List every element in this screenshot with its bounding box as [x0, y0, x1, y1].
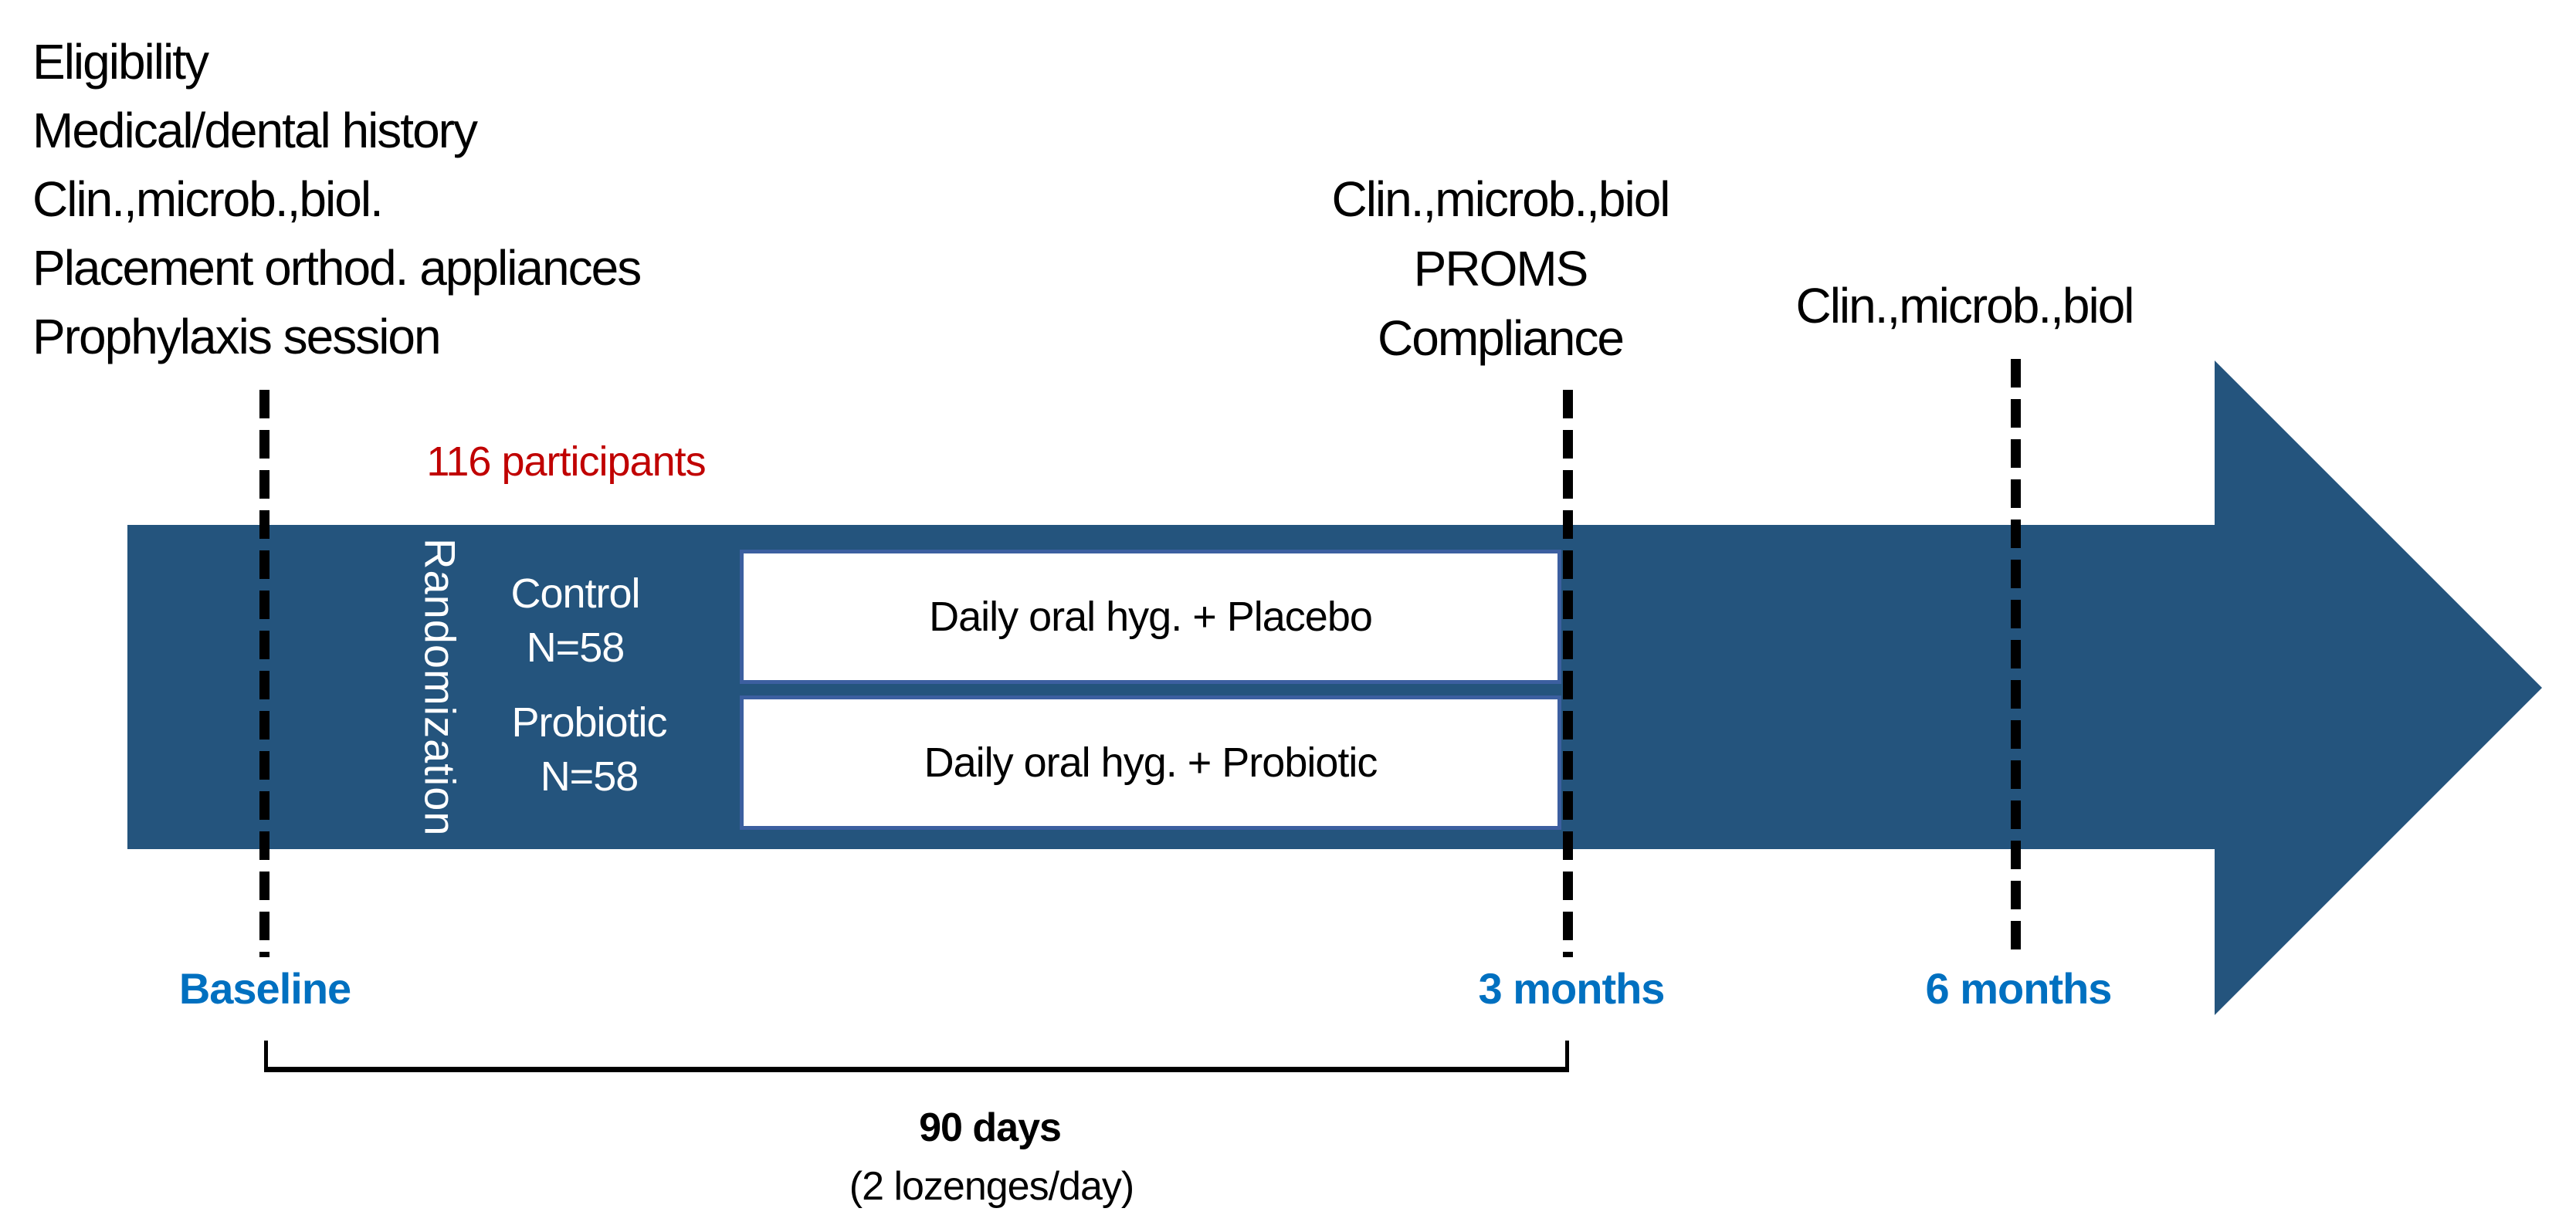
probiotic-intervention-box: [740, 696, 1561, 830]
timepoint-six-months-label: 6 months: [1925, 964, 2113, 1013]
control-arm-label: Control N=58: [344, 567, 807, 675]
list-item: Clin.,microb.,biol.: [32, 171, 384, 227]
randomization-label: Randomization: [415, 537, 465, 837]
duration-sublabel: (2 lozenges/day): [849, 1164, 1134, 1209]
list-item: Placement orthod. appliances: [32, 240, 642, 296]
list-item: Eligibility: [32, 34, 209, 90]
list-item: Medical/dental history: [32, 103, 478, 158]
three-month-dashed-line: [1563, 390, 1573, 957]
list-item: Compliance: [1378, 310, 1625, 366]
probiotic-intervention-label: Daily oral hyg. + Probiotic: [924, 740, 1378, 786]
duration-bracket-left-tick: [264, 1041, 268, 1072]
control-intervention-label: Daily oral hyg. + Placebo: [929, 594, 1373, 640]
arm-n: N=58: [526, 624, 625, 671]
duration-label: 90 days: [919, 1105, 1062, 1150]
six-month-assessments-label: Clin.,microb.,biol: [1795, 278, 2134, 333]
arm-n: N=58: [540, 753, 639, 800]
baseline-dashed-line: [259, 390, 269, 957]
timepoint-three-months-label: 3 months: [1478, 964, 1666, 1013]
timepoint-baseline-label: Baseline: [178, 964, 351, 1013]
duration-bracket-right-tick: [1565, 1041, 1569, 1072]
control-intervention-box: [740, 550, 1561, 684]
six-month-dashed-line: [2011, 359, 2021, 957]
timeline-arrow-shape: [127, 360, 2542, 1015]
list-item: PROMS: [1413, 241, 1589, 296]
baseline-assessments-list: Eligibility Medical/dental history Clin.…: [32, 28, 642, 371]
probiotic-arm-label: Probiotic N=58: [358, 696, 821, 804]
participants-count: 116 participants: [426, 438, 706, 485]
list-item: Prophylaxis session: [32, 309, 442, 364]
list-item: Clin.,microb.,biol: [1331, 171, 1670, 227]
arm-name: Control: [510, 570, 640, 617]
three-month-assessments-list: Clin.,microb.,biol PROMS Compliance: [1191, 164, 1809, 373]
arm-name: Probiotic: [511, 699, 667, 746]
duration-bracket: [264, 1067, 1569, 1072]
